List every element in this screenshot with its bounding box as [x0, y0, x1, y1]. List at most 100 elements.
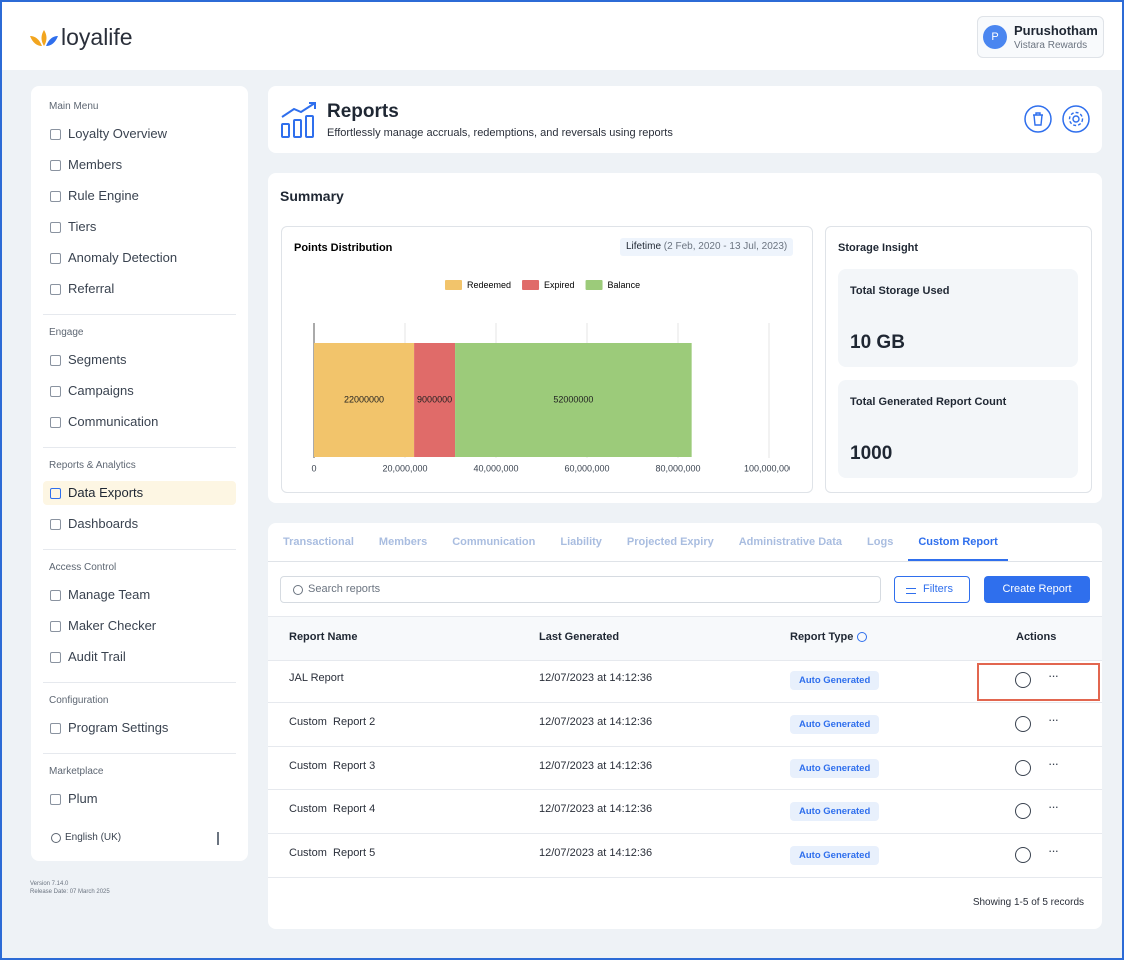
- section-label: Reports & Analytics: [49, 460, 136, 471]
- nav-item[interactable]: Tiers: [68, 219, 97, 234]
- search-input[interactable]: Search reports: [280, 576, 881, 603]
- x-tick-label: 0: [311, 463, 316, 473]
- row-divider: [268, 833, 1102, 835]
- tab[interactable]: Members: [378, 536, 428, 548]
- reports-icon: [281, 102, 316, 138]
- data-label: 22000000: [344, 394, 384, 404]
- nav-item[interactable]: Anomaly Detection: [68, 250, 178, 265]
- report-type-badge: Auto Generated: [790, 671, 880, 690]
- storage-card: Total Storage Used 10 GB: [838, 269, 1078, 367]
- tab[interactable]: Liability: [560, 536, 602, 548]
- data-label: 52000000: [553, 394, 593, 404]
- nav-icon: [50, 652, 61, 663]
- storage-value: 1000: [850, 443, 893, 464]
- page-subtitle: Effortlessly manage accruals, redemption…: [327, 127, 673, 139]
- tab-bar: Transactional Members Communication Liabili…: [268, 523, 1102, 562]
- bar-segment: [455, 343, 692, 457]
- column-header: Last Generated: [539, 631, 620, 643]
- divider: [43, 447, 236, 448]
- version: Version 7.14.0: [30, 881, 69, 887]
- nav-icon: [50, 723, 61, 734]
- divider: [43, 682, 236, 683]
- report-name[interactable]: Custom Report 4: [289, 803, 376, 816]
- more-button[interactable]: ···: [1048, 668, 1059, 683]
- create-label: Create Report: [1002, 583, 1072, 595]
- x-tick-label: 100,000,000: [744, 463, 794, 473]
- section-label: Configuration: [49, 695, 109, 706]
- nav-item[interactable]: Data Exports: [68, 485, 144, 500]
- nav-item[interactable]: Manage Team: [68, 587, 151, 602]
- section-label: Main Menu: [49, 101, 99, 112]
- top-bar: [2, 2, 1122, 70]
- section-label: Access Control: [49, 562, 117, 573]
- storage-card: Total Generated Report Count 1000: [838, 380, 1078, 478]
- table-header-bg: [268, 616, 1102, 661]
- nav-item[interactable]: Rule Engine: [68, 188, 139, 203]
- tab[interactable]: Communication: [452, 536, 536, 548]
- legend-swatch: [585, 280, 603, 290]
- download-button[interactable]: [1015, 803, 1031, 820]
- language[interactable]: English (UK): [65, 832, 122, 843]
- chart-box: Lifetime (2 Feb, 2020 - 13 Jul, 2023) Po…: [281, 226, 813, 493]
- filters-icon: [906, 588, 916, 594]
- nav-icon: [50, 488, 61, 499]
- more-button[interactable]: ···: [1048, 711, 1059, 727]
- tab[interactable]: Logs: [867, 536, 894, 548]
- nav-item[interactable]: Dashboards: [68, 516, 139, 531]
- nav-item[interactable]: Referral: [68, 281, 115, 296]
- nav-item[interactable]: Communication: [68, 414, 159, 429]
- nav-item[interactable]: Program Settings: [68, 720, 169, 735]
- nav-icon: [50, 160, 61, 171]
- tab[interactable]: Transactional: [283, 536, 354, 548]
- nav-item[interactable]: Plum: [68, 791, 98, 806]
- last-generated: 12/07/2023 at 14:12:36: [539, 847, 653, 860]
- row-divider: [268, 789, 1102, 791]
- more-button[interactable]: ···: [1048, 843, 1059, 859]
- settings-button[interactable]: [1062, 105, 1090, 133]
- download-button[interactable]: [1015, 715, 1031, 732]
- report-type-badge: Auto Generated: [790, 846, 880, 866]
- create-button[interactable]: Create Report: [984, 576, 1090, 603]
- report-name[interactable]: JAL Report: [289, 672, 344, 684]
- divider: [43, 753, 236, 754]
- nav-item[interactable]: Campaigns: [68, 383, 134, 398]
- table-footer: Showing 1-5 of 5 records: [972, 897, 1084, 908]
- download-button[interactable]: [1015, 672, 1031, 688]
- nav-item[interactable]: Audit Trail: [68, 649, 126, 664]
- user-name: Purushotham: [1014, 23, 1098, 38]
- section-label: Engage: [49, 327, 84, 338]
- legend-label: Expired: [544, 280, 575, 290]
- header-actions: [1024, 105, 1090, 133]
- nav-item[interactable]: Segments: [68, 352, 127, 367]
- chart: Points Distribution 0 20,000,000 40,000,00…: [294, 242, 794, 473]
- more-button[interactable]: ···: [1048, 755, 1059, 771]
- report-name[interactable]: Custom Report 2: [289, 715, 376, 728]
- nav-item[interactable]: Loyalty Overview: [68, 126, 167, 141]
- nav-icon: [50, 417, 61, 428]
- tab[interactable]: Administrative Data: [738, 536, 843, 548]
- legend-label: Redeemed: [467, 280, 511, 290]
- report-name[interactable]: Custom Report 3: [289, 759, 376, 772]
- divider: [43, 314, 236, 315]
- nav-icon: [50, 386, 61, 397]
- nav-item[interactable]: Maker Checker: [68, 618, 157, 633]
- more-button[interactable]: ···: [1048, 799, 1059, 815]
- delete-button[interactable]: [1024, 105, 1052, 133]
- report-name[interactable]: Custom Report 5: [289, 847, 376, 860]
- summary-title: Summary: [280, 188, 344, 204]
- tab[interactable]: Custom Report: [908, 523, 1008, 561]
- bar-segment: [314, 343, 415, 457]
- filters-button[interactable]: Filters: [894, 576, 970, 603]
- column-header: Actions: [1016, 631, 1057, 643]
- download-button[interactable]: [1015, 847, 1031, 864]
- collapse-icon[interactable]: [217, 832, 219, 845]
- download-button[interactable]: [1015, 759, 1031, 776]
- plot: 0 20,000,000 40,000,000 60,000,000 80,000,00…: [311, 323, 794, 473]
- reports-card: Transactional Members Communication Liabili…: [268, 523, 1102, 929]
- logo-icon: [30, 30, 58, 46]
- tab[interactable]: Projected Expiry: [626, 536, 714, 548]
- nav-item[interactable]: Members: [68, 157, 123, 172]
- x-tick-label: 40,000,000: [473, 463, 518, 473]
- search-placeholder: Search reports: [308, 583, 381, 595]
